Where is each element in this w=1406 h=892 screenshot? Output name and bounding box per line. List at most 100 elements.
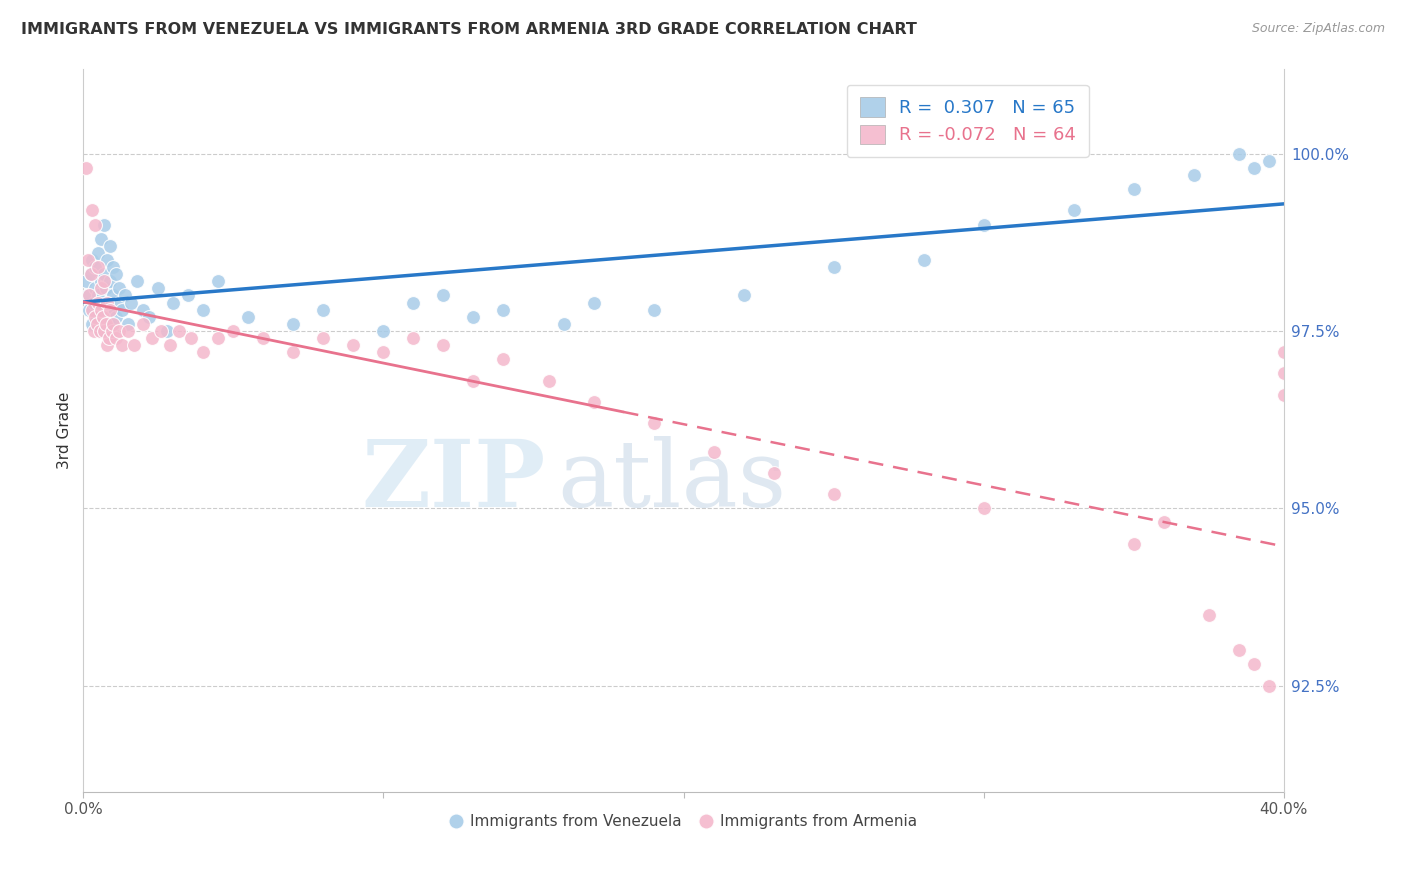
Text: ZIP: ZIP <box>361 436 546 526</box>
Point <box>82 253 104 268</box>
Point <box>373 324 395 338</box>
Point <box>1182 168 1205 182</box>
Point <box>402 295 425 310</box>
Point <box>90 302 112 317</box>
Point <box>492 302 515 317</box>
Point <box>402 331 425 345</box>
Point <box>238 310 260 324</box>
Point <box>93 274 115 288</box>
Point <box>82 317 104 331</box>
Point <box>1122 182 1144 196</box>
Point <box>432 338 454 352</box>
Point <box>283 317 305 331</box>
Point <box>1243 657 1265 672</box>
Point <box>84 310 107 324</box>
Point <box>91 310 114 324</box>
Point <box>93 267 115 281</box>
Point <box>1153 516 1175 530</box>
Point <box>108 295 131 310</box>
Point <box>84 260 107 274</box>
Point <box>432 288 454 302</box>
Point <box>1063 203 1085 218</box>
Point <box>162 295 184 310</box>
Point <box>84 281 107 295</box>
Point <box>91 302 114 317</box>
Point <box>80 267 103 281</box>
Point <box>108 281 131 295</box>
Point <box>1243 161 1265 175</box>
Point <box>193 345 215 359</box>
Point <box>1122 537 1144 551</box>
Point <box>103 260 125 274</box>
Point <box>82 302 104 317</box>
Point <box>643 302 665 317</box>
Point <box>97 317 120 331</box>
Point <box>105 310 128 324</box>
Point <box>117 317 139 331</box>
Point <box>703 444 725 458</box>
Point <box>207 274 229 288</box>
Point <box>94 317 117 331</box>
Point <box>180 331 202 345</box>
Point <box>103 288 125 302</box>
Point <box>643 416 665 430</box>
Point <box>222 324 245 338</box>
Point <box>103 317 125 331</box>
Point <box>373 345 395 359</box>
Point <box>96 295 118 310</box>
Point <box>79 288 101 302</box>
Point <box>912 253 935 268</box>
Point <box>98 239 121 253</box>
Point <box>141 331 163 345</box>
Point <box>582 395 605 409</box>
Point <box>111 302 134 317</box>
Point <box>537 374 560 388</box>
Point <box>76 253 98 268</box>
Point <box>1227 643 1250 657</box>
Point <box>87 295 110 310</box>
Point <box>87 246 110 260</box>
Point <box>90 274 112 288</box>
Point <box>1272 388 1295 402</box>
Y-axis label: 3rd Grade: 3rd Grade <box>58 392 72 469</box>
Point <box>169 324 191 338</box>
Text: atlas: atlas <box>558 436 787 526</box>
Point <box>75 161 97 175</box>
Point <box>76 288 98 302</box>
Point <box>101 324 124 338</box>
Legend: Immigrants from Venezuela, Immigrants from Armenia: Immigrants from Venezuela, Immigrants fr… <box>444 808 924 835</box>
Point <box>823 487 845 501</box>
Point <box>114 288 136 302</box>
Point <box>87 260 110 274</box>
Point <box>312 302 335 317</box>
Point <box>127 274 149 288</box>
Text: IMMIGRANTS FROM VENEZUELA VS IMMIGRANTS FROM ARMENIA 3RD GRADE CORRELATION CHART: IMMIGRANTS FROM VENEZUELA VS IMMIGRANTS … <box>21 22 917 37</box>
Point <box>105 331 128 345</box>
Point <box>79 302 101 317</box>
Point <box>156 324 179 338</box>
Point <box>733 288 755 302</box>
Point <box>101 302 124 317</box>
Point <box>207 331 229 345</box>
Point <box>159 338 181 352</box>
Point <box>1227 146 1250 161</box>
Point <box>762 466 785 480</box>
Point <box>1272 367 1295 381</box>
Point <box>83 324 105 338</box>
Point <box>138 310 160 324</box>
Point <box>150 324 173 338</box>
Point <box>90 281 112 295</box>
Point <box>89 324 111 338</box>
Point <box>124 338 146 352</box>
Point <box>90 232 112 246</box>
Point <box>93 218 115 232</box>
Point <box>108 324 131 338</box>
Point <box>117 324 139 338</box>
Point <box>252 331 274 345</box>
Point <box>132 302 155 317</box>
Point <box>75 274 97 288</box>
Point <box>177 288 200 302</box>
Point <box>96 338 118 352</box>
Point <box>96 295 118 310</box>
Point <box>83 295 105 310</box>
